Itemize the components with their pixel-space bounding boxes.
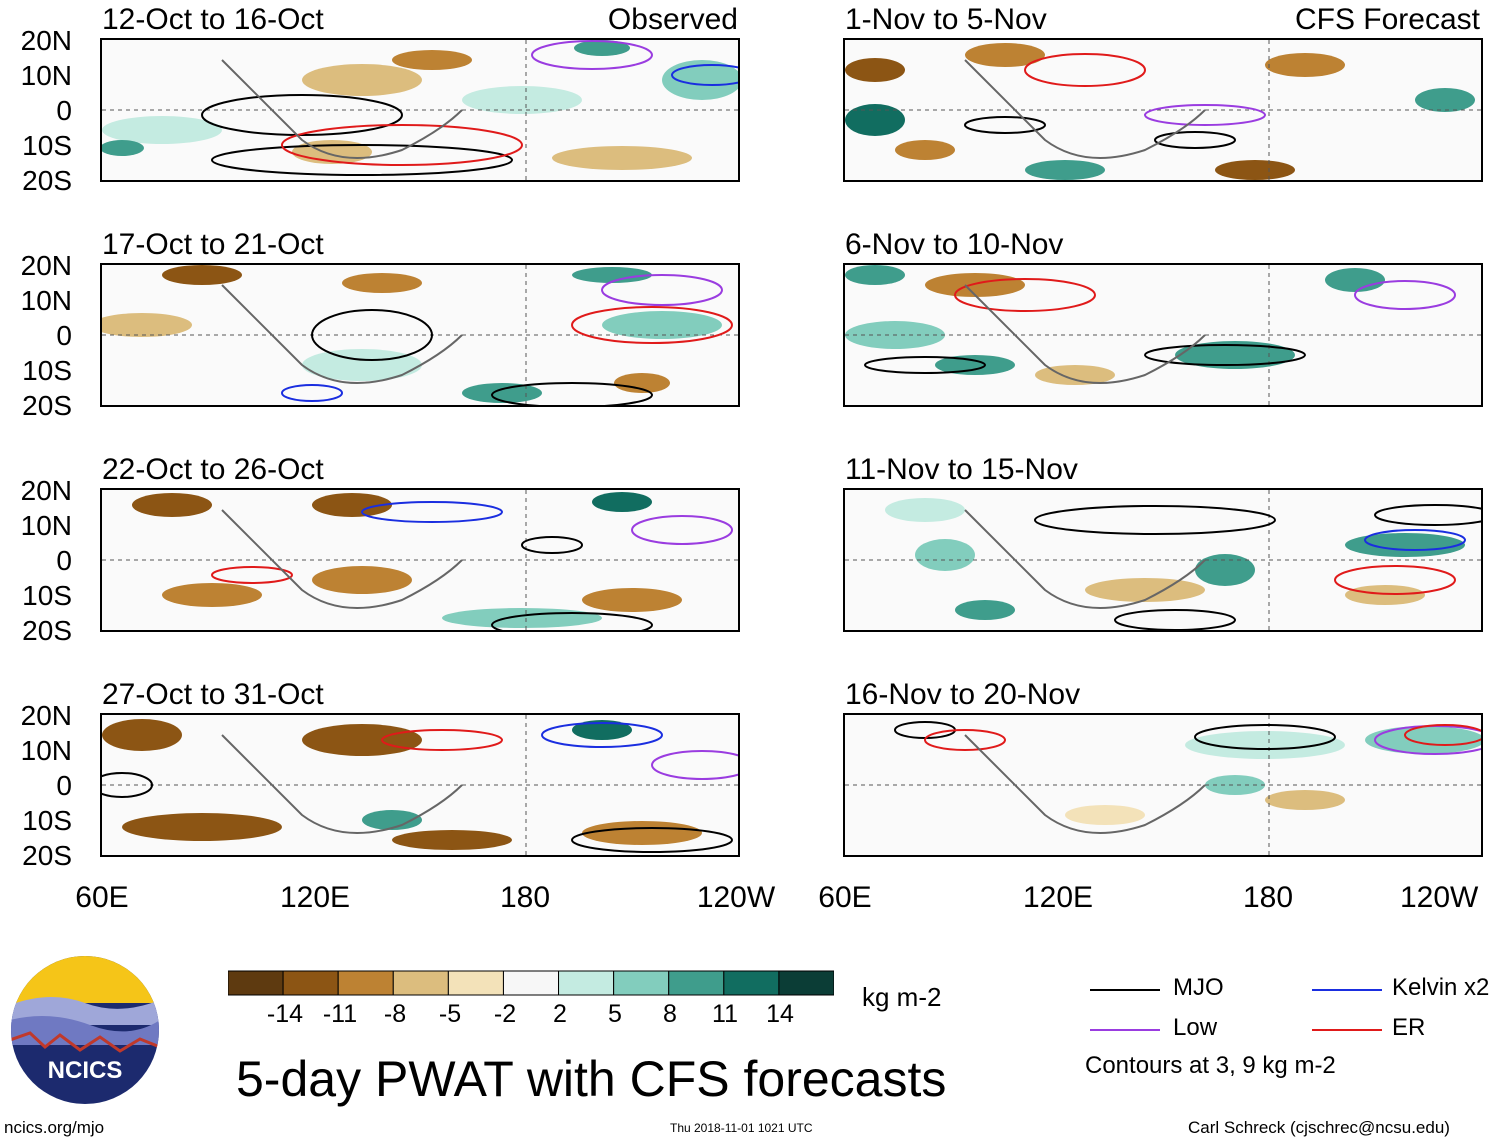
panel-title-obs-3: 22-Oct to 26-Oct <box>102 453 324 486</box>
colorbar-segment <box>337 970 394 996</box>
colorbar-segment <box>392 970 449 996</box>
map-panel-fcst-3 <box>843 488 1483 632</box>
map-graphic <box>845 715 1481 855</box>
panel-title-obs-4: 27-Oct to 31-Oct <box>102 678 324 711</box>
legend-label-mjo: MJO <box>1173 974 1224 1001</box>
y-tick-label: 20S <box>22 615 72 646</box>
colorbar-tick: 14 <box>766 1000 794 1028</box>
y-tick-label: 10N <box>20 510 72 541</box>
x-tick-label: 120W <box>696 881 776 914</box>
legend-swatch-kelvin <box>1312 989 1382 991</box>
colorbar-tick: -14 <box>266 1000 304 1028</box>
footer-url: ncics.org/mjo <box>4 1118 105 1137</box>
y-tick-label: 10N <box>20 60 72 91</box>
colorbar-segment <box>723 970 780 996</box>
y-tick-label: 20S <box>22 840 72 871</box>
y-tick-label: 20N <box>20 475 72 506</box>
ncics-logo: NCICS <box>10 955 160 1105</box>
y-tick-label: 10N <box>20 285 72 316</box>
map-panel-obs-3 <box>100 488 740 632</box>
panel-title-obs-1: 12-Oct to 16-Oct <box>102 3 324 36</box>
colorbar-graphic <box>228 970 834 996</box>
y-tick-label: 10S <box>22 805 72 836</box>
colorbar-segment <box>613 970 670 996</box>
colorbar-tick: -2 <box>493 1000 517 1028</box>
panel-title-fcst-2: 6-Nov to 10-Nov <box>845 228 1064 261</box>
panel-title-fcst-3: 11-Nov to 15-Nov <box>845 453 1078 486</box>
x-tick-label: 120W <box>1400 881 1479 914</box>
y-tick-label: 20S <box>22 165 72 196</box>
ncics-logo-graphic: NCICS <box>11 956 159 1104</box>
y-tick-label: 20N <box>20 250 72 281</box>
x-tick-label: 60E <box>818 881 872 914</box>
legend-swatch-er <box>1312 1029 1382 1031</box>
colorbar-tick: 2 <box>553 1000 567 1028</box>
y-tick-label: 20S <box>22 390 72 421</box>
map-graphic <box>102 265 738 405</box>
colorbar-segment <box>668 970 725 996</box>
y-tick-label: 0 <box>56 95 72 126</box>
colorbar-tick: -5 <box>438 1000 462 1028</box>
colorbar-segment <box>447 970 504 996</box>
map-panel-fcst-1 <box>843 38 1483 182</box>
colorbar-units: kg m-2 <box>862 982 942 1012</box>
map-graphic <box>845 490 1481 630</box>
map-graphic <box>102 715 738 855</box>
legend-label-er: ER <box>1392 1014 1426 1041</box>
contour-note: Contours at 3, 9 kg m-2 <box>1085 1052 1336 1079</box>
x-tick-label: 120E <box>279 881 351 914</box>
colorbar-tick: -8 <box>383 1000 407 1028</box>
map-graphic <box>102 490 738 630</box>
panel-title-fcst-4: 16-Nov to 20-Nov <box>845 678 1081 711</box>
footer-author: Carl Schreck (cjschrec@ncsu.edu) <box>1188 1118 1450 1137</box>
column-label-observed: Observed <box>607 3 738 36</box>
map-graphic <box>845 40 1481 180</box>
y-tick-label: 20N <box>20 25 72 56</box>
x-tick-label: 120E <box>1022 881 1094 914</box>
colorbar-segment <box>282 970 339 996</box>
legend-swatch-low <box>1090 1029 1160 1031</box>
y-tick-label: 10S <box>22 130 72 161</box>
x-tick-label: 60E <box>75 881 129 914</box>
y-tick-label: 0 <box>56 770 72 801</box>
y-tick-label: 0 <box>56 320 72 351</box>
colorbar-segment <box>502 970 560 996</box>
map-panel-obs-2 <box>100 263 740 407</box>
colorbar-segment <box>558 970 615 996</box>
colorbar-tick: 8 <box>663 1000 677 1028</box>
map-graphic <box>845 265 1481 405</box>
legend-label-kelvin: Kelvin x2 <box>1392 974 1490 1001</box>
map-panel-obs-4 <box>100 713 740 857</box>
legend-label-low: Low <box>1173 1014 1218 1041</box>
map-graphic <box>102 40 738 180</box>
y-tick-label: 20N <box>20 700 72 731</box>
y-tick-label: 10S <box>22 355 72 386</box>
chart-title: 5-day PWAT with CFS forecasts <box>236 1051 947 1107</box>
x-tick-label: 180 <box>499 881 551 914</box>
map-panel-fcst-2 <box>843 263 1483 407</box>
y-tick-label: 0 <box>56 545 72 576</box>
legend-swatch-mjo <box>1090 989 1160 991</box>
colorbar-tick: -11 <box>322 1000 358 1028</box>
colorbar-segment <box>778 970 834 996</box>
footer-timestamp: Thu 2018-11-01 1021 UTC <box>670 1121 813 1135</box>
panel-title-obs-2: 17-Oct to 21-Oct <box>102 228 324 261</box>
colorbar-segment <box>228 970 284 996</box>
column-label-forecast: CFS Forecast <box>1294 3 1480 36</box>
colorbar-tick: 11 <box>712 1000 738 1028</box>
x-tick-label: 180 <box>1242 881 1294 914</box>
panel-title-fcst-1: 1-Nov to 5-Nov <box>845 3 1047 36</box>
y-tick-label: 10N <box>20 735 72 766</box>
map-panel-fcst-4 <box>843 713 1483 857</box>
colorbar-tick: 5 <box>608 1000 622 1028</box>
y-tick-label: 10S <box>22 580 72 611</box>
logo-text: NCICS <box>48 1057 123 1084</box>
map-panel-obs-1 <box>100 38 740 182</box>
